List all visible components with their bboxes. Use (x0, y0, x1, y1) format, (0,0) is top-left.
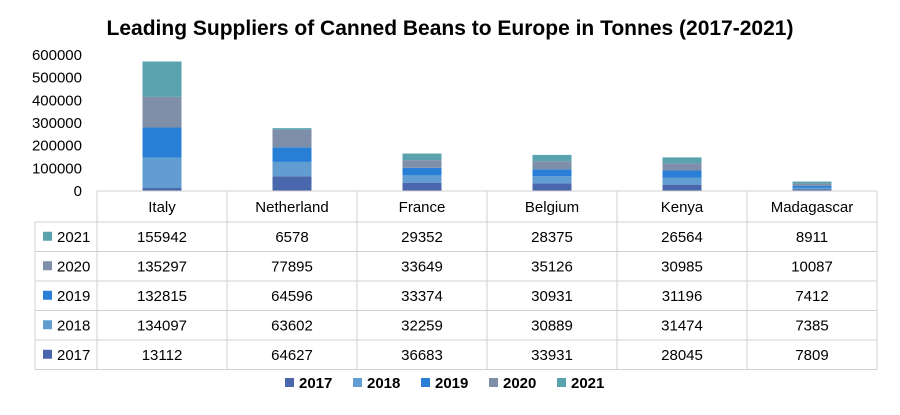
table-cell-value: 30931 (531, 288, 573, 305)
table-cell-value: 8911 (796, 229, 828, 246)
legend-label: 2021 (571, 375, 604, 392)
bar-segment-2019-kenya (662, 170, 702, 178)
bar-segment-2020-france (402, 160, 442, 168)
table-cell-value: 13112 (142, 347, 183, 364)
table-cell-value: 63602 (271, 317, 313, 334)
bar-segment-2021-italy (142, 61, 182, 97)
table-cell-value: 33374 (401, 288, 443, 305)
legend-swatch-2019 (421, 378, 430, 387)
bar-segment-2018-netherland (272, 161, 312, 177)
bar-segment-2018-madagascar (792, 187, 832, 190)
table-cell-value: 7412 (795, 288, 828, 305)
bar-segment-2018-kenya (662, 177, 702, 185)
chart-title: Leading Suppliers of Canned Beans to Eur… (106, 17, 794, 40)
table-cell-value: 10087 (791, 258, 833, 275)
bar-segment-2017-italy (142, 188, 182, 191)
bar-segment-2019-france (402, 167, 442, 176)
bar-segment-2017-kenya (662, 184, 702, 191)
category-label: Belgium (525, 199, 579, 216)
bar-segment-2019-belgium (532, 169, 572, 177)
table-cell-value: 35126 (531, 258, 573, 275)
table-cell-value: 134097 (137, 317, 187, 334)
table-cell-value: 135297 (137, 258, 187, 275)
table-cell-value: 33649 (401, 258, 443, 275)
table-cell-value: 7385 (795, 317, 828, 334)
legend-label: 2020 (503, 375, 536, 392)
bar-segment-2020-kenya (662, 163, 702, 171)
bar-segment-2017-france (402, 182, 442, 191)
y-tick-label: 0 (74, 183, 82, 200)
table-cell-value: 64596 (271, 288, 313, 305)
bar-segment-2021-france (402, 153, 442, 161)
bar-segment-2017-netherland (272, 176, 312, 191)
y-tick-label: 400000 (32, 92, 82, 109)
table-cell-value: 28045 (661, 347, 703, 364)
y-tick-label: 200000 (32, 138, 82, 155)
table-series-label: 2020 (57, 258, 90, 275)
table-series-key-2019 (43, 290, 52, 300)
bar-segment-2020-italy (142, 96, 182, 128)
bar-segment-2021-belgium (532, 154, 572, 162)
y-tick-label: 500000 (32, 70, 82, 87)
bar-segment-2021-netherland (272, 128, 312, 130)
category-label: Netherland (255, 199, 328, 216)
table-cell-value: 32259 (401, 317, 443, 334)
category-label: Madagascar (771, 199, 854, 216)
bar-segment-2018-france (402, 175, 442, 183)
legend-label: 2017 (299, 375, 332, 392)
table-series-label: 2017 (57, 347, 90, 364)
category-label: Kenya (661, 199, 704, 216)
y-tick-label: 600000 (32, 47, 82, 64)
table-cell-value: 36683 (401, 347, 443, 364)
y-tick-label: 300000 (32, 115, 82, 132)
bar-segment-2020-belgium (532, 161, 572, 170)
bar-segment-2021-kenya (662, 157, 702, 164)
table-cell-value: 33931 (531, 347, 573, 364)
category-label: Italy (148, 199, 176, 216)
table-cell-value: 26564 (661, 229, 703, 246)
table-cell-value: 7809 (795, 347, 828, 364)
bar-segment-2017-belgium (532, 183, 572, 191)
bar-segment-2020-madagascar (792, 183, 832, 186)
table-series-key-2017 (43, 349, 52, 359)
table-series-label: 2021 (57, 229, 90, 246)
legend-swatch-2020 (489, 378, 498, 387)
category-label: France (399, 199, 446, 216)
table-series-key-2018 (43, 320, 52, 330)
table-cell-value: 77895 (271, 258, 313, 275)
bar-segment-2019-italy (142, 127, 182, 158)
legend-swatch-2017 (285, 378, 294, 387)
table-series-label: 2018 (57, 317, 90, 334)
table-series-key-2020 (43, 261, 52, 271)
table-series-key-2021 (43, 231, 52, 241)
table-cell-value: 64627 (271, 347, 313, 364)
bar-segment-2017-madagascar (792, 189, 832, 191)
bar-segment-2019-netherland (272, 147, 312, 162)
table-cell-value: 28375 (531, 229, 573, 246)
legend-swatch-2018 (353, 378, 362, 387)
legend-label: 2019 (435, 375, 468, 392)
table-cell-value: 29352 (401, 229, 443, 246)
table-cell-value: 31474 (661, 317, 703, 334)
bar-segment-2018-italy (142, 157, 182, 189)
y-tick-label: 100000 (32, 160, 82, 177)
bar-segment-2021-madagascar (792, 181, 832, 184)
table-cell-value: 132815 (137, 288, 187, 305)
legend-label: 2018 (367, 375, 400, 392)
table-series-label: 2019 (57, 288, 90, 305)
bar-segment-2018-belgium (532, 176, 572, 184)
bar-segment-2020-netherland (272, 129, 312, 148)
legend-swatch-2021 (557, 378, 566, 387)
bar-segment-2019-madagascar (792, 185, 832, 188)
table-cell-value: 6578 (275, 229, 308, 246)
table-cell-value: 30985 (661, 258, 703, 275)
table-cell-value: 30889 (531, 317, 573, 334)
table-cell-value: 155942 (137, 229, 187, 246)
table-cell-value: 31196 (662, 288, 703, 305)
